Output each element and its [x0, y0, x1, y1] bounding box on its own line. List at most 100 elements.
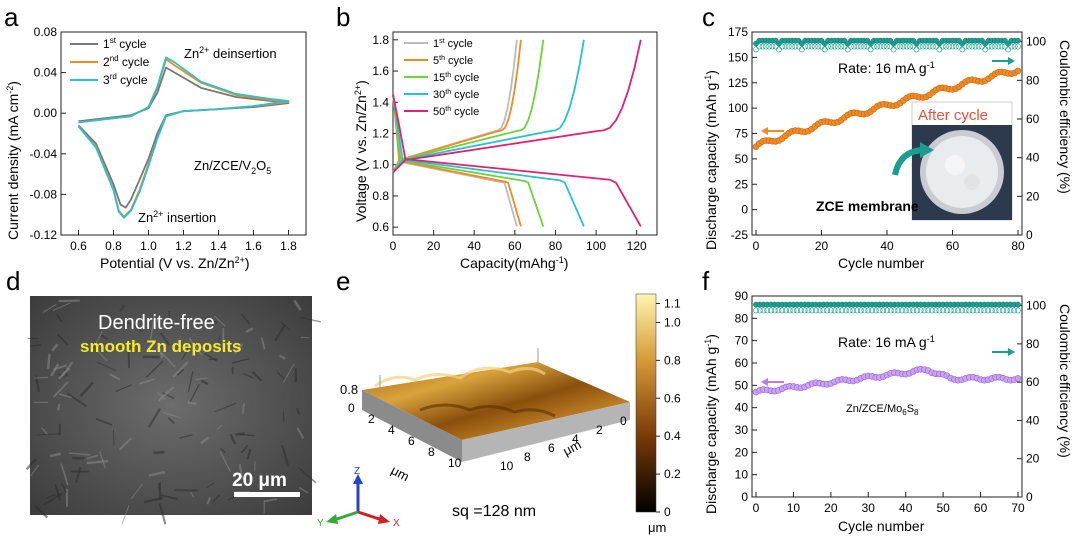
sem-grain	[112, 430, 115, 446]
f-efficiency-open	[842, 307, 849, 314]
c-efficiency-open	[979, 43, 985, 50]
f-efficiency-open	[951, 307, 958, 314]
colorbar-tick-label: 0.4	[664, 429, 681, 443]
panel-c-arrow-left	[761, 127, 784, 135]
f-efficiency-open	[783, 307, 789, 314]
panel-a-ticks: 0.6 0.8 1.0 1.2 1.4 1.6 1.8 0.08 0.04 0.00 -0.04 -0…	[30, 25, 298, 253]
c-efficiency-open	[834, 43, 841, 50]
sem-grain	[54, 484, 62, 501]
sem-grain	[276, 371, 286, 381]
c-efficiency-open	[857, 43, 864, 50]
c-efficiency-open	[769, 43, 776, 50]
b-discharge-2	[392, 94, 545, 227]
b-ytick-label: 1.4	[372, 95, 389, 109]
f-efficiency-open	[764, 307, 771, 314]
panel-c-ylabel: Discharge capacity (mAh g-1)	[703, 70, 719, 250]
f-xtick-label: 60	[974, 501, 988, 515]
sem-grain	[36, 433, 61, 436]
sem-grain	[195, 377, 207, 381]
sem-grain	[260, 337, 266, 350]
c-efficiency-open	[871, 43, 877, 50]
b-xtick-label: 120	[627, 239, 647, 253]
c-efficiency-open	[828, 43, 835, 50]
sem-grain	[57, 403, 61, 411]
legend-b-15th: 15th cycle	[433, 72, 479, 84]
c-ytick-label: 150	[728, 50, 748, 64]
colorbar-tick-label: 1.0	[664, 315, 681, 329]
sem-grain	[121, 505, 130, 525]
sem-grain	[200, 436, 210, 445]
sem-grain	[75, 466, 82, 484]
panel-f-arrow-left	[761, 378, 784, 386]
c-efficiency-open	[907, 43, 913, 50]
legend-b-50th: 50th cycle	[433, 106, 479, 118]
c-efficiency-open	[890, 46, 897, 53]
f-efficiency-point	[1015, 301, 1021, 308]
panel-a-curves	[77, 56, 290, 219]
b-charge-2	[392, 39, 545, 174]
c-efficiency-open	[753, 46, 759, 53]
c-efficiency-open	[998, 43, 1005, 50]
sem-grain	[274, 324, 286, 342]
c-efficiency-open	[851, 43, 858, 50]
f-efficiency-open	[929, 307, 935, 314]
sem-grain	[60, 361, 74, 377]
b-ytick-label: 1.0	[372, 158, 389, 172]
f-efficiency-open	[940, 307, 947, 314]
f-efficiency-open	[824, 307, 831, 314]
c-efficiency-open	[988, 43, 995, 50]
panel-b-ylabel: Voltage (V vs. Zn/Zn2+)	[353, 80, 369, 222]
sem-grain	[240, 444, 249, 454]
panel-f-xlabel: Cycle number	[838, 518, 925, 534]
afm-side-left	[362, 390, 462, 462]
b-ytick-label: 0.6	[372, 220, 389, 234]
sem-grain	[53, 364, 68, 371]
sem-title: Dendrite-free	[98, 312, 215, 334]
f-y2tick-label: 100	[1026, 299, 1046, 313]
f-efficiency-open	[768, 307, 774, 314]
b-xtick-label: 60	[508, 239, 522, 253]
panel-a-xlabel: Potential (V vs. Zn/Zn2+)	[100, 255, 250, 271]
f-efficiency-open	[970, 307, 976, 314]
a-ytick-label: -0.04	[30, 147, 58, 161]
f-efficiency-open	[861, 307, 868, 314]
sem-grain	[229, 433, 237, 445]
panel-f-rate: Rate: 16 mA g-1	[838, 334, 935, 350]
sem-grain	[160, 332, 170, 346]
c-efficiency-open	[893, 43, 900, 50]
c-y2tick-label: 60	[1026, 112, 1040, 126]
colorbar-tick-label: 1.1	[664, 296, 681, 310]
a-ytick-label: 0.04	[34, 66, 58, 80]
sem-grain	[231, 357, 250, 364]
sem-grain	[162, 391, 175, 399]
sem-grain	[96, 361, 116, 372]
panel-a: a 0.6 0.8 1.0 1.2 1.4 1.6 1.8 0.08 0.04 0.00 -0.04…	[4, 2, 307, 271]
c-efficiency-open	[808, 43, 815, 50]
f-efficiency-open	[985, 307, 991, 314]
panel-b-ticks: 0 20 40 60 80 100 120 1.8 1.6 1.4 1.2 1.0 0.8 0.6	[372, 33, 647, 253]
f-xtick-label: 30	[862, 501, 876, 515]
c-efficiency-open	[982, 46, 989, 53]
f-efficiency-open	[850, 307, 857, 314]
sem-grain	[157, 391, 166, 400]
f-efficiency-open	[786, 307, 793, 314]
a-xtick-label: 1.0	[140, 239, 157, 253]
f-efficiency-open	[872, 307, 879, 314]
panel-c-arrow-right	[992, 57, 1015, 65]
f-ytick-label: 0	[741, 490, 748, 504]
panel-b-label: b	[336, 2, 350, 32]
sem-grain	[79, 381, 94, 397]
c-ytick-label: 50	[735, 152, 749, 166]
f-efficiency-open	[932, 307, 939, 314]
c-efficiency-open	[844, 46, 851, 53]
panel-b-legend: 1st cycle 5th cycle 15th cycle 30th cycl…	[404, 38, 479, 118]
c-y2tick-label: 80	[1026, 73, 1040, 87]
c-y2tick-label: 20	[1026, 189, 1040, 203]
a-ytick-label: 0.00	[34, 106, 58, 120]
c-efficiency-open	[926, 43, 933, 50]
legend-b-30th: 30th cycle	[433, 89, 479, 101]
scalebar	[234, 492, 300, 497]
sem-grain	[34, 504, 49, 519]
panel-b-xlabel: Capacity(mAhg-1)	[460, 255, 568, 271]
